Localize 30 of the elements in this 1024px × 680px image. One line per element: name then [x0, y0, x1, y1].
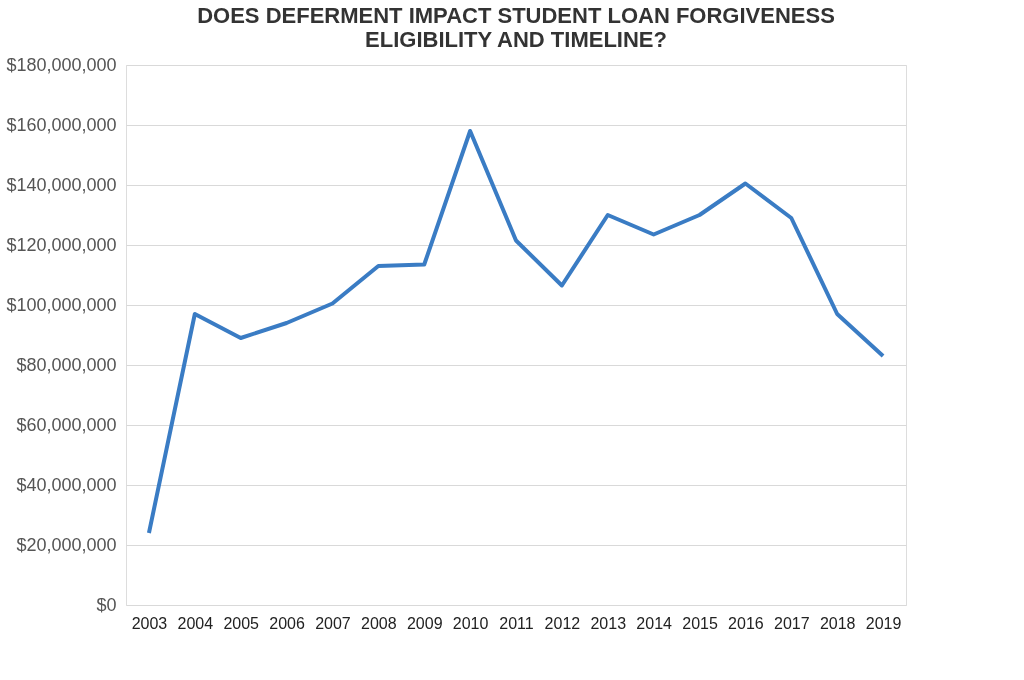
y-tick-label: $160,000,000	[6, 114, 117, 135]
y-tick-label: $0	[96, 594, 117, 615]
x-tick-label: 2004	[177, 614, 214, 632]
x-tick-label: 2018	[819, 614, 856, 632]
x-tick-label: 2005	[223, 614, 260, 632]
y-tick-label: $60,000,000	[16, 414, 117, 435]
x-tick-label: 2013	[590, 614, 627, 632]
x-tick-label: 2008	[361, 614, 397, 632]
y-tick-label: $140,000,000	[6, 174, 117, 195]
x-tick-label: 2017	[774, 614, 810, 632]
text: DOES DEFERMENT IMPACT STUDENT LOAN FORGIVENESS	[197, 3, 835, 28]
x-tick-label: 2003	[131, 614, 168, 632]
x-tick-label: 2009	[406, 614, 443, 632]
y-tick-label: $80,000,000	[16, 354, 117, 375]
x-tick-label: 2019	[865, 614, 902, 632]
text: ELIGIBILITY AND TIMELINE?	[365, 27, 667, 52]
line-series	[146, 129, 886, 535]
y-tick-label: $100,000,000	[6, 294, 117, 315]
y-tick-label: $40,000,000	[16, 474, 117, 495]
x-tick-label: 2006	[269, 614, 305, 632]
x-tick-label: 2016	[728, 614, 764, 632]
x-tick-label: 2010	[452, 614, 489, 632]
y-tick-label: $120,000,000	[6, 234, 117, 255]
x-tick-label: 2012	[544, 614, 581, 632]
x-tick-label: 2014	[636, 614, 673, 632]
x-tick-label: 2015	[682, 614, 718, 632]
x-tick-label: 2011	[499, 614, 534, 632]
y-tick-label: $20,000,000	[16, 534, 117, 555]
x-tick-label: 2007	[315, 614, 351, 632]
y-tick-label: $180,000,000	[6, 54, 117, 75]
